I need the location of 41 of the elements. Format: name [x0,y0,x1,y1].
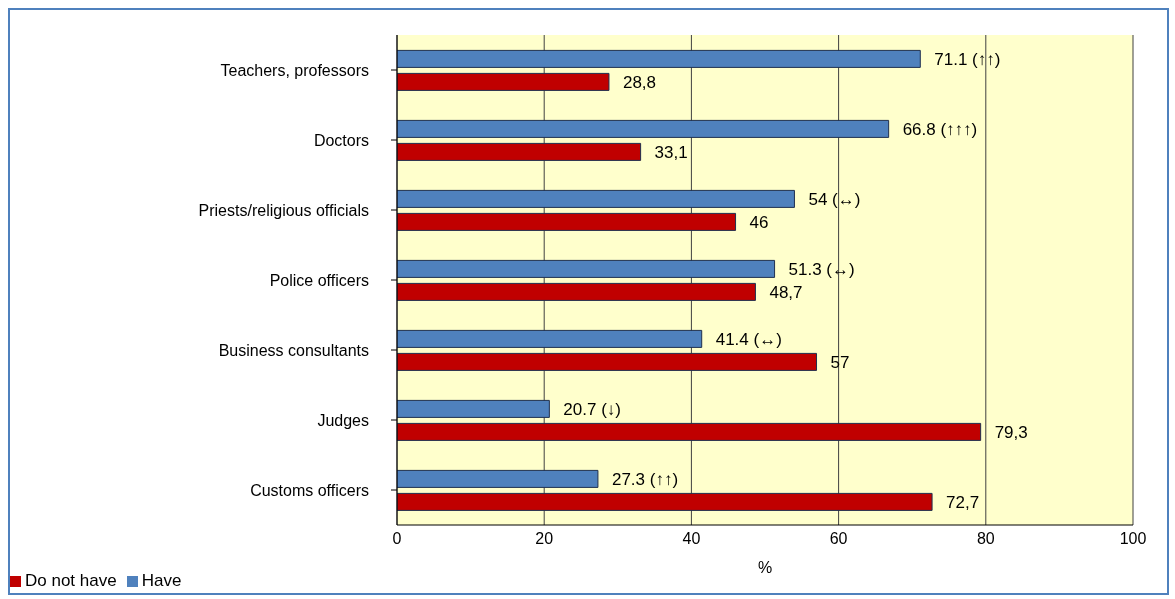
legend-label: Do not have [25,571,117,590]
data-label: 28,8 [622,72,657,92]
bar [397,49,921,68]
data-label: 41.4 (↔) [715,329,782,349]
x-tick-label: 60 [829,530,848,548]
y-tick-label: Business consultants [218,341,369,359]
data-label: 33,1 [654,142,688,162]
data-label: 46 [749,212,769,232]
bar [397,282,756,301]
bar [397,422,982,441]
data-label: 66.8 (↑↑↑) [902,119,978,139]
x-tick-label: 0 [392,530,402,548]
x-tick-label: 20 [535,530,554,548]
y-tick-label: Police officers [269,271,369,289]
bar [397,72,610,91]
y-tick-label: Teachers, professors [220,61,369,79]
data-label: 48,7 [769,282,803,302]
y-tick-label: Doctors [313,131,369,149]
x-axis-title: % [757,559,773,576]
y-tick-label: Customs officers [250,481,369,499]
data-label: 71.1 (↑↑) [934,49,1001,69]
bar [397,189,795,208]
bar [397,142,642,161]
data-label: 20.7 (↓) [563,399,621,419]
legend-label: Have [141,571,182,590]
bar [397,329,703,348]
bar [397,399,550,418]
y-tick-label: Priests/religious officials [198,201,369,219]
data-label: 79,3 [994,422,1028,442]
bar [397,469,599,488]
x-tick-label: 80 [976,530,995,548]
x-tick-label: 100 [1119,530,1147,548]
x-tick-label: 40 [682,530,701,548]
y-tick-label: Judges [317,411,369,429]
bar [397,119,890,138]
bar [397,212,737,231]
bar [397,259,776,278]
bar [397,492,933,511]
bar [397,352,818,371]
data-label: 72,7 [946,492,980,512]
data-label: 27.3 (↑↑) [611,469,679,489]
